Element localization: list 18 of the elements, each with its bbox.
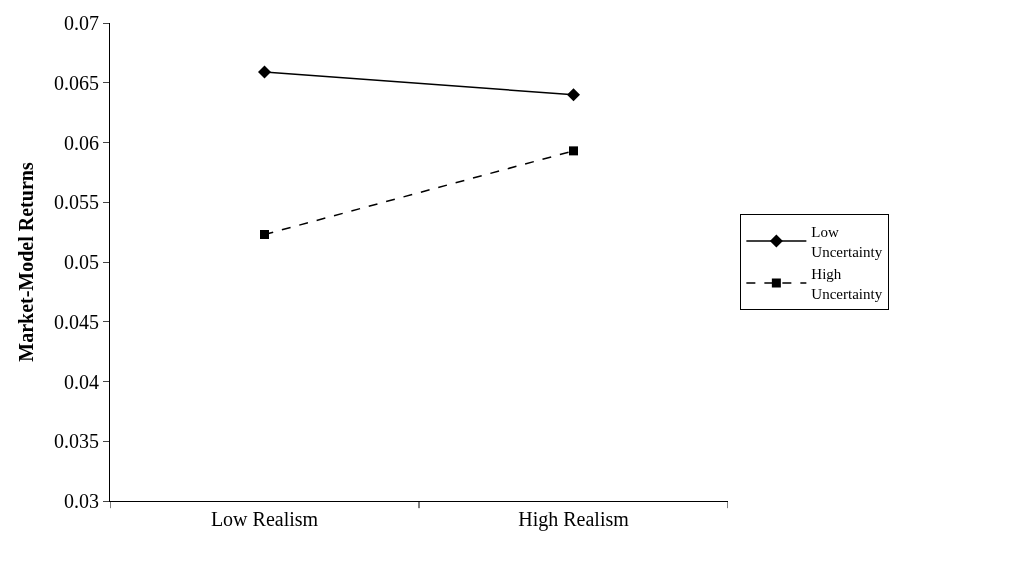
x-tick-label: Low Realism bbox=[210, 508, 319, 530]
legend-label: High Uncertainty bbox=[811, 266, 883, 302]
y-tick-label: 0.05 bbox=[64, 251, 99, 273]
y-tick-label: 0.065 bbox=[54, 71, 99, 94]
y-tick-label: 0.045 bbox=[54, 310, 99, 333]
point bbox=[258, 65, 271, 79]
y-tick-label: 0.055 bbox=[54, 191, 99, 214]
y-tick-label: 0.07 bbox=[64, 12, 99, 34]
point bbox=[260, 230, 269, 240]
x-tick-label: High Realism bbox=[518, 508, 630, 531]
point bbox=[567, 88, 580, 102]
y-tick-label: 0.03 bbox=[64, 490, 99, 512]
y-axis-title: Market-Model Returns bbox=[14, 162, 37, 362]
y-tick-label: 0.035 bbox=[54, 430, 99, 453]
y-tick-label: 0.06 bbox=[64, 131, 99, 154]
y-tick-label: 0.04 bbox=[64, 370, 99, 393]
point bbox=[569, 146, 578, 156]
legend-label: Low Uncertainty bbox=[811, 224, 883, 260]
